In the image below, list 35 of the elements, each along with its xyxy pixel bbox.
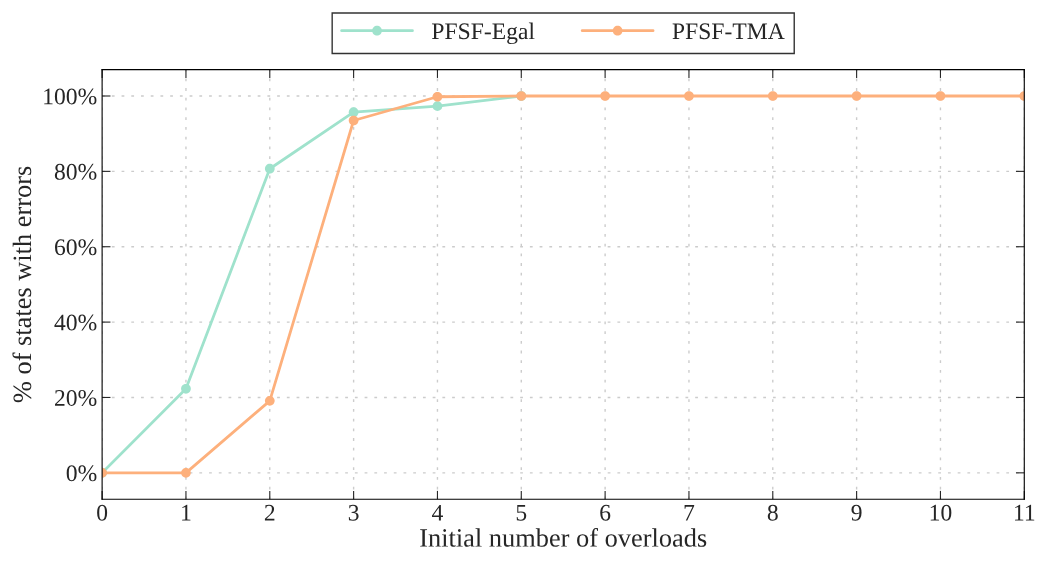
x-tick-label: 11 (1015, 504, 1035, 521)
point (432, 91, 443, 102)
x-tick-label: 10 (930, 504, 952, 521)
x-tick-label: 2 (264, 504, 275, 521)
point (684, 91, 694, 101)
x-tick-label: 9 (851, 504, 862, 521)
point (264, 163, 275, 174)
point (181, 383, 191, 394)
x-tick-label: 1 (182, 504, 191, 521)
y-tick-label: 100% (44, 88, 97, 105)
point (767, 91, 778, 101)
legend-label: PFSF-TMA (672, 23, 785, 40)
point (264, 396, 275, 406)
y-tick-label: 60% (54, 239, 97, 256)
x-tick-label: 0 (97, 504, 108, 521)
point (181, 467, 191, 478)
x-tick-label: 3 (348, 504, 359, 521)
y-tick-label: 0% (66, 465, 97, 482)
x-axis-title: Initial number of overloads (420, 528, 707, 547)
x-tick-label: 7 (684, 505, 695, 521)
point (432, 101, 443, 112)
x-tick-label: 5 (516, 505, 527, 521)
point (348, 107, 359, 118)
y-tick-label: 80% (54, 163, 97, 180)
legend-label: PFSF-Egal (432, 22, 535, 45)
y-tick-label: 40% (54, 314, 97, 331)
x-tick-label: 8 (767, 504, 778, 521)
y-axis-title: % of states with errors (12, 166, 32, 403)
point (935, 91, 946, 101)
point (851, 91, 862, 101)
x-tick-label: 4 (432, 504, 443, 521)
x-tick-label: 6 (600, 504, 611, 521)
point (600, 91, 610, 101)
y-tick-label: 20% (55, 389, 97, 406)
point (348, 115, 359, 126)
